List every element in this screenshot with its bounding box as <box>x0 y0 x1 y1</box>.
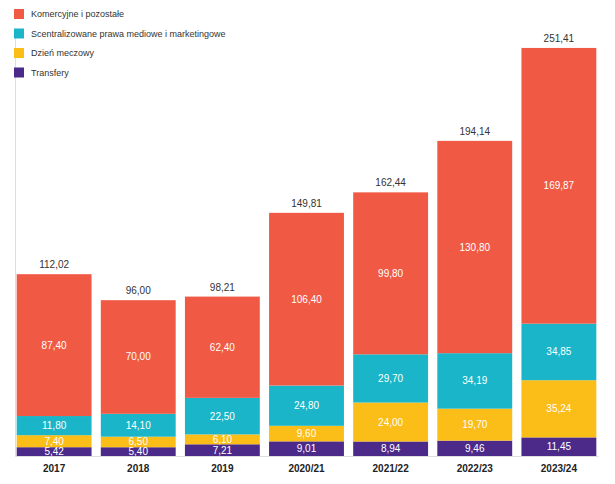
x-axis: 2017 2018 2019 2020/21 2021/22 2022/23 2023/24 <box>16 456 599 474</box>
bar-segment <box>437 141 512 353</box>
x-tick: 2019 <box>211 456 234 474</box>
x-tick: 2021/22 <box>373 456 410 474</box>
data-label: 9,46 <box>465 443 485 454</box>
legend: Komercyjne i pozostałe Scentralizowane pr… <box>14 9 226 78</box>
x-tick: 2023/24 <box>541 456 578 474</box>
bar-segment <box>353 403 428 442</box>
bar-segment <box>101 414 176 437</box>
legend-label: Dzień meczowy <box>31 48 95 58</box>
data-label: 87,40 <box>42 340 67 351</box>
data-label: 99,80 <box>378 268 403 279</box>
data-label: 62,40 <box>210 342 235 353</box>
bar-segment <box>521 48 596 324</box>
x-tick-label: 2019 <box>211 463 234 474</box>
bar-segment <box>437 409 512 441</box>
bar-segment <box>101 300 176 414</box>
total-label: 96,00 <box>126 285 151 296</box>
bar-segment <box>17 416 92 435</box>
x-axis-line <box>16 456 599 457</box>
total-label: 251,41 <box>544 33 575 44</box>
bar-segment <box>437 441 512 456</box>
data-label: 7,40 <box>44 436 64 447</box>
bar-segment <box>353 192 428 354</box>
x-tick-label: 2020/21 <box>288 463 325 474</box>
bar-segment <box>185 444 260 456</box>
bar-segment <box>101 437 176 448</box>
x-tick-label: 2017 <box>43 463 66 474</box>
data-label: 7,21 <box>213 445 233 456</box>
bar-segment <box>269 213 344 386</box>
data-label: 8,94 <box>381 443 401 454</box>
bar-segment <box>269 386 344 426</box>
legend-swatch <box>14 29 24 39</box>
data-label: 24,80 <box>294 400 319 411</box>
data-label: 11,80 <box>42 420 67 431</box>
bar-segment <box>269 426 344 442</box>
total-label: 162,44 <box>375 177 406 188</box>
legend-swatch <box>14 48 24 58</box>
total-label: 98,21 <box>210 282 235 293</box>
data-label: 34,85 <box>546 346 571 357</box>
data-labels: 5,42 5,40 7,21 9,01 8,94 9,46 11,45 7,40 6,50 6,1… <box>39 33 574 457</box>
x-tick-label: 2022/23 <box>457 463 494 474</box>
bar-segment <box>17 274 92 416</box>
data-label: 130,80 <box>459 242 490 253</box>
bar-segment <box>437 353 512 408</box>
bar-segment <box>521 437 596 456</box>
data-label: 29,70 <box>378 373 403 384</box>
bars <box>17 48 597 456</box>
data-label: 19,70 <box>462 419 487 430</box>
x-tick-label: 2023/24 <box>541 463 578 474</box>
x-tick: 2020/21 <box>288 456 325 474</box>
total-label: 149,81 <box>291 198 322 209</box>
x-tick: 2018 <box>127 456 150 474</box>
legend-label: Scentralizowane prawa mediowe i marketin… <box>31 29 226 39</box>
y-axis-line <box>15 35 16 457</box>
bar-segment <box>353 441 428 456</box>
data-label: 70,00 <box>126 351 151 362</box>
bar-segment <box>521 380 596 437</box>
bar-segment <box>269 441 344 456</box>
x-tick: 2022/23 <box>457 456 494 474</box>
legend-label: Transfery <box>31 68 69 78</box>
total-label: 112,02 <box>39 259 69 270</box>
y-axis <box>15 35 16 457</box>
bar-segment <box>185 434 260 444</box>
data-label: 24,00 <box>378 417 403 428</box>
legend-label: Komercyjne i pozostałe <box>31 9 124 19</box>
total-label: 194,14 <box>459 126 490 137</box>
data-label: 9,01 <box>297 443 317 454</box>
bar-segment <box>353 354 428 402</box>
data-label: 14,10 <box>126 420 151 431</box>
legend-swatch <box>14 68 24 78</box>
data-label: 169,87 <box>544 180 575 191</box>
data-label: 5,40 <box>129 446 149 457</box>
data-label: 22,50 <box>210 411 235 422</box>
data-label: 106,40 <box>291 294 322 305</box>
data-label: 11,45 <box>547 441 572 452</box>
legend-swatch <box>14 9 24 19</box>
x-tick-label: 2021/22 <box>373 463 410 474</box>
data-label: 6,10 <box>213 434 233 445</box>
bar-segment <box>185 398 260 435</box>
bar-segment <box>521 324 596 381</box>
bar-segment <box>17 435 92 447</box>
data-label: 9,60 <box>297 428 317 439</box>
bar-segment <box>185 297 260 398</box>
data-label: 6,50 <box>129 436 149 447</box>
data-label: 35,24 <box>546 403 571 414</box>
chart: 5,42 5,40 7,21 9,01 8,94 9,46 11,45 7,40 6,50 6,1… <box>0 0 615 484</box>
data-label: 34,19 <box>462 375 487 386</box>
x-tick: 2017 <box>43 456 66 474</box>
x-tick-label: 2018 <box>127 463 150 474</box>
data-label: 5,42 <box>44 446 64 457</box>
